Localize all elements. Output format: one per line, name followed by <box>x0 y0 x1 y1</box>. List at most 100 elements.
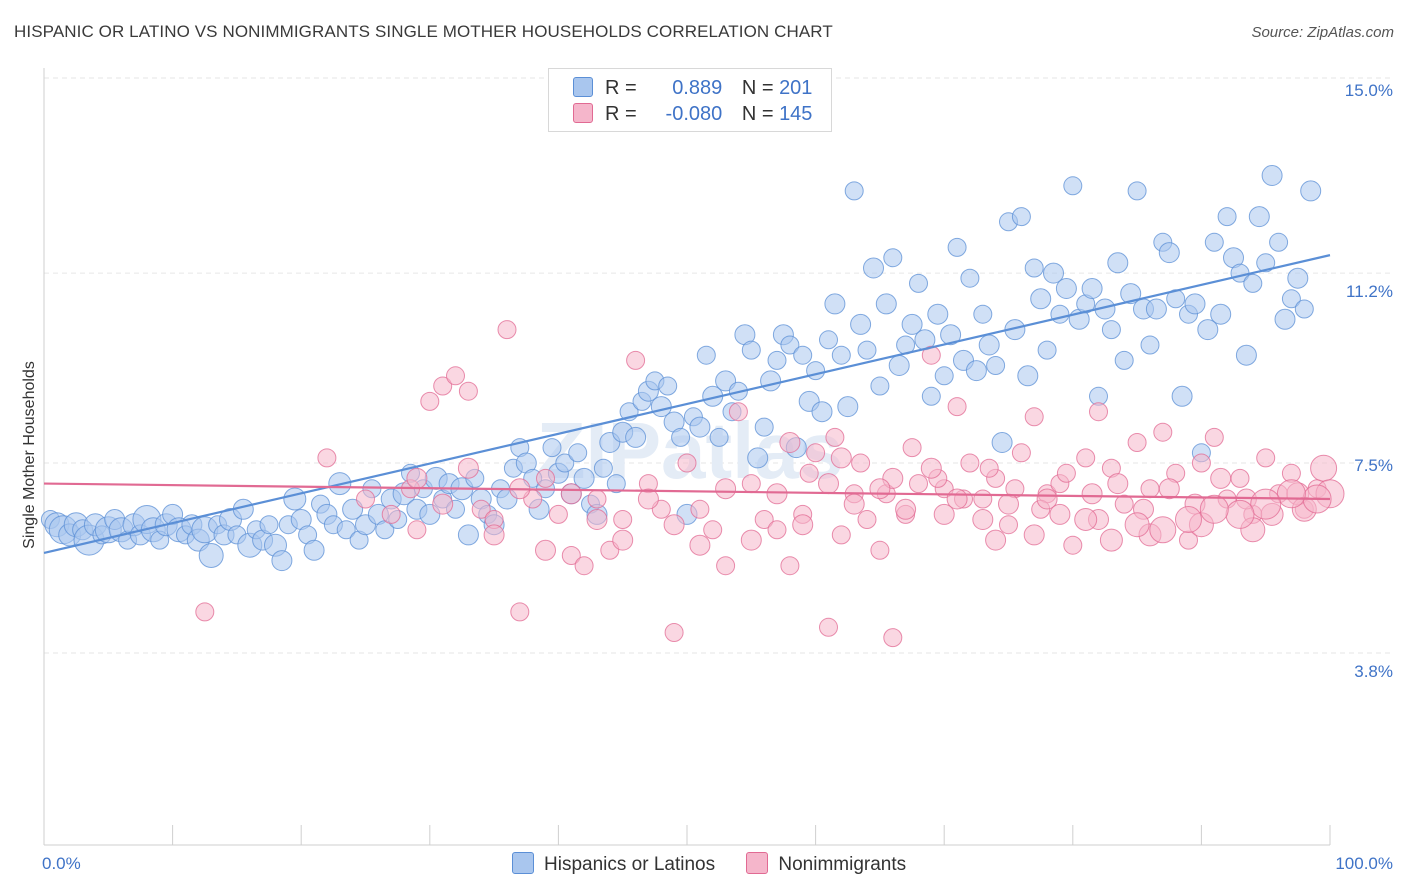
nonimmigrants-point <box>979 458 999 478</box>
nonimmigrants-point <box>985 529 1007 551</box>
hispanics-point <box>1261 165 1283 186</box>
nonimmigrants-point <box>664 623 684 642</box>
nonimmigrants-point <box>663 514 685 536</box>
nonimmigrants-point <box>830 447 852 469</box>
nonimmigrants-point <box>902 438 922 458</box>
nonimmigrants-point <box>536 468 555 488</box>
hispanics-point <box>568 443 588 463</box>
hispanics-point <box>991 432 1013 453</box>
nonimmigrants-point <box>535 539 556 561</box>
hispanics-point <box>1281 289 1301 309</box>
nonimmigrants-point <box>1081 483 1103 505</box>
hispanics-point <box>1210 303 1232 325</box>
hispanics-point <box>824 293 846 315</box>
nonimmigrants-point <box>356 489 375 509</box>
nonimmigrants-point <box>420 391 440 411</box>
nonimmigrants-point <box>851 453 871 473</box>
y-tick-label-3: 3.8% <box>1354 662 1393 681</box>
hispanics-point <box>709 427 729 447</box>
y-tick-labels: 15.0% 11.2% 7.5% 3.8% <box>1345 81 1393 681</box>
hispanics-point <box>1197 319 1219 341</box>
hispanics-point <box>593 458 613 478</box>
nonimmigrants-point <box>767 520 787 540</box>
hispanics-point <box>1081 278 1103 299</box>
hispanics-point <box>747 447 769 469</box>
hispanics-point <box>960 268 980 288</box>
hispanics-point <box>965 360 987 382</box>
nonimmigrants-point <box>317 448 337 468</box>
hispanics-point <box>689 416 711 438</box>
nonimmigrants-point <box>548 504 568 524</box>
hispanics-point <box>927 303 949 325</box>
hispanics-point <box>806 361 826 381</box>
hispanics-point <box>986 356 1006 375</box>
nonimmigrants-point <box>1076 448 1096 468</box>
hispanics-point <box>831 345 851 365</box>
nonimmigrants-point <box>446 366 465 386</box>
nonimmigrants-point <box>779 432 801 453</box>
nonimmigrants-point <box>999 515 1018 535</box>
hispanics-point <box>850 313 872 335</box>
nonimmigrants-point <box>407 520 427 540</box>
series-legend-label: Hispanics or Latinos <box>544 854 716 875</box>
x-tick-label-max: 100.0% <box>1335 854 1393 873</box>
hispanics-point <box>696 345 716 365</box>
hispanics-point <box>271 550 293 572</box>
hispanics-point <box>901 313 923 335</box>
nonimmigrants-point <box>1063 535 1083 555</box>
hispanics-point <box>555 453 575 473</box>
nonimmigrants-point <box>740 529 762 551</box>
hispanics-point <box>658 376 678 396</box>
nonimmigrants-point <box>716 556 736 576</box>
nonimmigrants-trend-line <box>43 482 1331 501</box>
hispanics-point <box>457 524 479 546</box>
hispanics-point <box>921 386 941 406</box>
nonimmigrants-point <box>921 345 941 365</box>
hispanics-point <box>283 487 307 511</box>
hispanics-point <box>978 334 1000 356</box>
hispanics-point <box>1256 253 1276 273</box>
hispanics-point <box>870 376 890 396</box>
nonimmigrants-point <box>843 493 865 515</box>
hispanics-point <box>1158 242 1180 264</box>
nonimmigrants-point <box>1127 433 1147 452</box>
series-legend-nonimmigrants[interactable]: Nonimmigrants <box>746 852 906 876</box>
nonimmigrants-point <box>792 514 814 536</box>
hispanics-point <box>625 426 647 448</box>
nonimmigrants-point <box>1153 422 1173 442</box>
hispanics-point <box>863 257 884 279</box>
series-legend-hispanics[interactable]: Hispanics or Latinos <box>512 852 715 876</box>
hispanics-point <box>1204 232 1224 252</box>
nonimmigrants-point <box>1074 508 1098 531</box>
chart-source: Source: ZipAtlas.com <box>1251 24 1394 41</box>
nonimmigrants-point <box>1024 407 1044 427</box>
hispanics-point <box>767 350 787 370</box>
nonimmigrants-point <box>612 529 634 551</box>
series-legend: Hispanics or Latinos Nonimmigrants <box>512 852 932 876</box>
nonimmigrants-point <box>1056 463 1076 483</box>
hispanics-point <box>1235 344 1257 366</box>
nonimmigrants-point <box>1225 499 1255 529</box>
hispanics-point <box>1294 299 1314 319</box>
hispanics-point <box>198 543 224 568</box>
nonimmigrants-point <box>1114 494 1134 514</box>
chart-title: HISPANIC OR LATINO VS NONIMMIGRANTS SING… <box>14 22 833 41</box>
hispanics-point <box>1107 252 1129 274</box>
nonimmigrants-point <box>766 483 788 505</box>
nonimmigrants-point <box>780 556 800 576</box>
nonimmigrants-point <box>483 524 505 546</box>
hispanics-point <box>1055 278 1077 299</box>
series-legend-swatch-pink <box>746 852 769 874</box>
nonimmigrants-point <box>613 510 633 529</box>
nonimmigrants-point <box>806 443 826 463</box>
nonimmigrants-point <box>626 350 646 370</box>
hispanics-point <box>1127 181 1147 201</box>
nonimmigrants-point <box>586 509 608 530</box>
hispanics-point <box>857 340 877 360</box>
nonimmigrants-point <box>1036 488 1058 510</box>
hispanics-point <box>1030 288 1052 310</box>
nonimmigrants-point <box>195 602 215 622</box>
nonimmigrants-point <box>677 453 697 473</box>
hispanics-point <box>1063 176 1083 196</box>
hispanics-point <box>342 498 364 520</box>
